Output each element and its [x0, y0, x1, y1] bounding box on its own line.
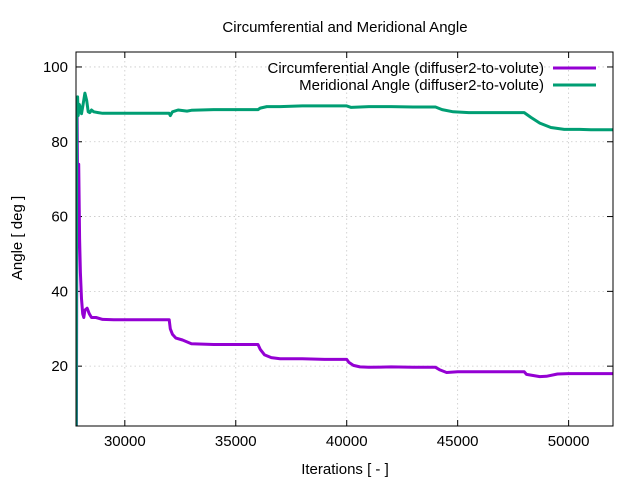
grid-lines	[76, 52, 613, 426]
x-tick-label: 45000	[437, 433, 479, 450]
x-axis-label: Iterations [ - ]	[301, 461, 389, 478]
legend: Circumferential Angle (diffuser2-to-volu…	[267, 60, 596, 94]
y-tick-label: 100	[43, 59, 68, 76]
tick-labels: 30000 35000 40000 45000 50000 20 40 60 80 100	[43, 59, 590, 450]
x-tick-label: 40000	[326, 433, 368, 450]
y-tick-label: 60	[51, 209, 68, 226]
series-line-meridional	[76, 91, 613, 426]
legend-label-meridional: Meridional Angle (diffuser2-to-volute)	[299, 77, 544, 94]
y-tick-label: 80	[51, 134, 68, 151]
y-tick-label: 20	[51, 358, 68, 375]
y-tick-label: 40	[51, 283, 68, 300]
x-tick-label: 35000	[215, 433, 257, 450]
x-tick-label: 50000	[548, 433, 590, 450]
series-line-circumferential	[76, 110, 613, 426]
y-axis-label: Angle [ deg ]	[9, 196, 26, 280]
series-lines	[76, 91, 613, 426]
x-tick-label: 30000	[104, 433, 146, 450]
legend-label-circumferential: Circumferential Angle (diffuser2-to-volu…	[267, 60, 544, 77]
chart-title: Circumferential and Meridional Angle	[222, 19, 467, 36]
plot-frame	[75, 51, 614, 427]
